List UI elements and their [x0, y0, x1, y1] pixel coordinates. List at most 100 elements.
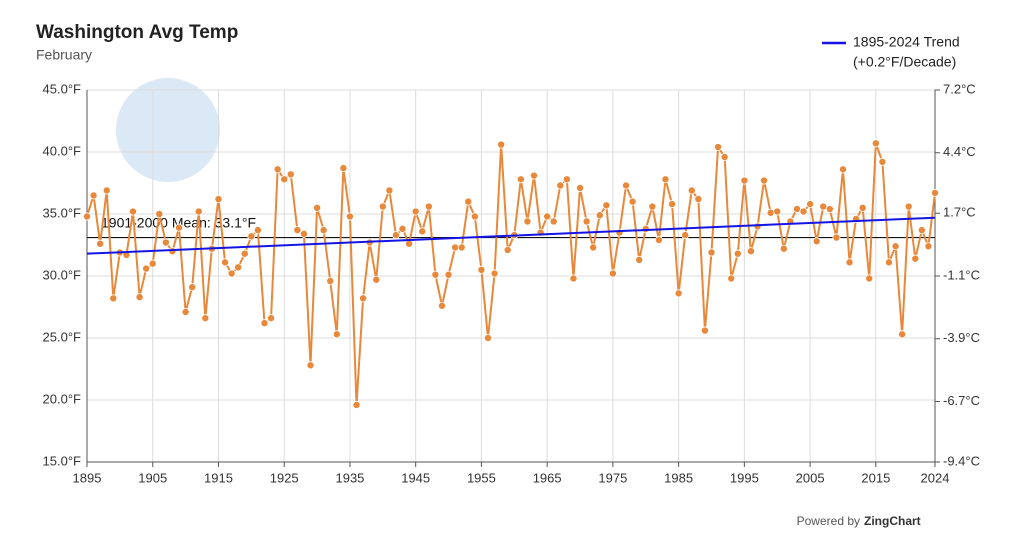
data-point: [470, 212, 479, 221]
data-point: [424, 202, 433, 211]
data-point: [799, 207, 808, 216]
data-point: [102, 186, 111, 195]
data-point: [503, 245, 512, 254]
data-point: [608, 269, 617, 278]
chart-subtitle: February: [36, 47, 92, 63]
data-point: [194, 207, 203, 216]
data-point: [451, 243, 460, 252]
data-point: [549, 217, 558, 226]
data-point: [352, 400, 361, 409]
data-point: [595, 211, 604, 220]
data-point: [681, 231, 690, 240]
data-point: [516, 175, 525, 184]
data-point: [891, 242, 900, 251]
data-point: [267, 314, 276, 323]
data-point: [720, 152, 729, 161]
data-point: [904, 202, 913, 211]
data-point: [543, 212, 552, 221]
data-point: [622, 181, 631, 190]
y-tick-label: 30.0°F: [43, 267, 82, 282]
y2-tick-label: -6.7°C: [943, 393, 980, 408]
data-point: [253, 226, 262, 235]
data-point: [858, 203, 867, 212]
data-point: [648, 202, 657, 211]
legend-label: 1895-2024 Trend: [853, 34, 960, 50]
data-point: [444, 270, 453, 279]
trend-line: [86, 216, 936, 255]
credit-brand: ZingChart: [864, 514, 921, 528]
data-point: [523, 217, 532, 226]
data-point: [181, 307, 190, 316]
data-point: [602, 201, 611, 210]
y-tick-label: 40.0°F: [43, 143, 82, 158]
data-point: [319, 226, 328, 235]
data-point: [654, 236, 663, 245]
data-point: [168, 247, 177, 256]
data-point: [345, 212, 354, 221]
data-point: [286, 170, 295, 179]
data-point: [372, 275, 381, 284]
y-tick-label: 35.0°F: [43, 205, 82, 220]
y-tick-label: 20.0°F: [43, 391, 82, 406]
data-point: [214, 195, 223, 204]
data-point: [917, 226, 926, 235]
data-point: [142, 264, 151, 273]
mean-label: 1901-2000 Mean: 33.1°F: [101, 214, 256, 230]
credit: Powered by: [797, 514, 860, 528]
y-tick-label: 45.0°F: [43, 81, 82, 96]
x-tick-label: 2024: [921, 470, 950, 485]
data-point: [490, 269, 499, 278]
data-point: [148, 259, 157, 268]
data-point: [339, 164, 348, 173]
data-point: [911, 254, 920, 263]
data-point: [188, 283, 197, 292]
data-point: [707, 248, 716, 257]
logo-circle: [116, 78, 220, 182]
data-point: [753, 222, 762, 231]
data-point: [247, 232, 256, 241]
data-line: [86, 142, 936, 406]
x-tick-label: 1985: [664, 470, 693, 485]
data-point: [714, 143, 723, 152]
data-point: [135, 293, 144, 302]
data-point: [497, 140, 506, 149]
data-point: [221, 258, 230, 267]
data-point: [924, 242, 933, 251]
data-point: [871, 139, 880, 148]
data-point: [227, 269, 236, 278]
data-point: [766, 208, 775, 217]
data-point: [668, 200, 677, 209]
data-point: [411, 207, 420, 216]
data-point: [96, 239, 105, 248]
data-point: [437, 301, 446, 310]
x-tick-label: 1995: [730, 470, 759, 485]
data-point: [326, 276, 335, 285]
legend-note: (+0.2°F/Decade): [853, 54, 956, 70]
data-point: [661, 175, 670, 184]
data-point: [299, 229, 308, 238]
data-point: [378, 202, 387, 211]
data-point: [806, 200, 815, 209]
x-tick-label: 1955: [467, 470, 496, 485]
data-point: [819, 202, 828, 211]
x-tick-label: 1915: [204, 470, 233, 485]
data-point: [931, 188, 940, 197]
data-point: [405, 239, 414, 248]
data-point: [733, 249, 742, 258]
data-point: [483, 333, 492, 342]
data-point: [418, 227, 427, 236]
data-point: [359, 294, 368, 303]
data-point: [687, 186, 696, 195]
data-point: [746, 247, 755, 256]
chart-title: Washington Avg Temp: [36, 22, 238, 43]
x-tick-label: 1975: [598, 470, 627, 485]
data-point: [175, 223, 184, 232]
data-point: [884, 258, 893, 267]
data-point: [760, 176, 769, 185]
data-point: [576, 183, 585, 192]
data-point: [201, 314, 210, 323]
data-point: [530, 171, 539, 180]
data-point: [773, 207, 782, 216]
x-tick-label: 2005: [796, 470, 825, 485]
